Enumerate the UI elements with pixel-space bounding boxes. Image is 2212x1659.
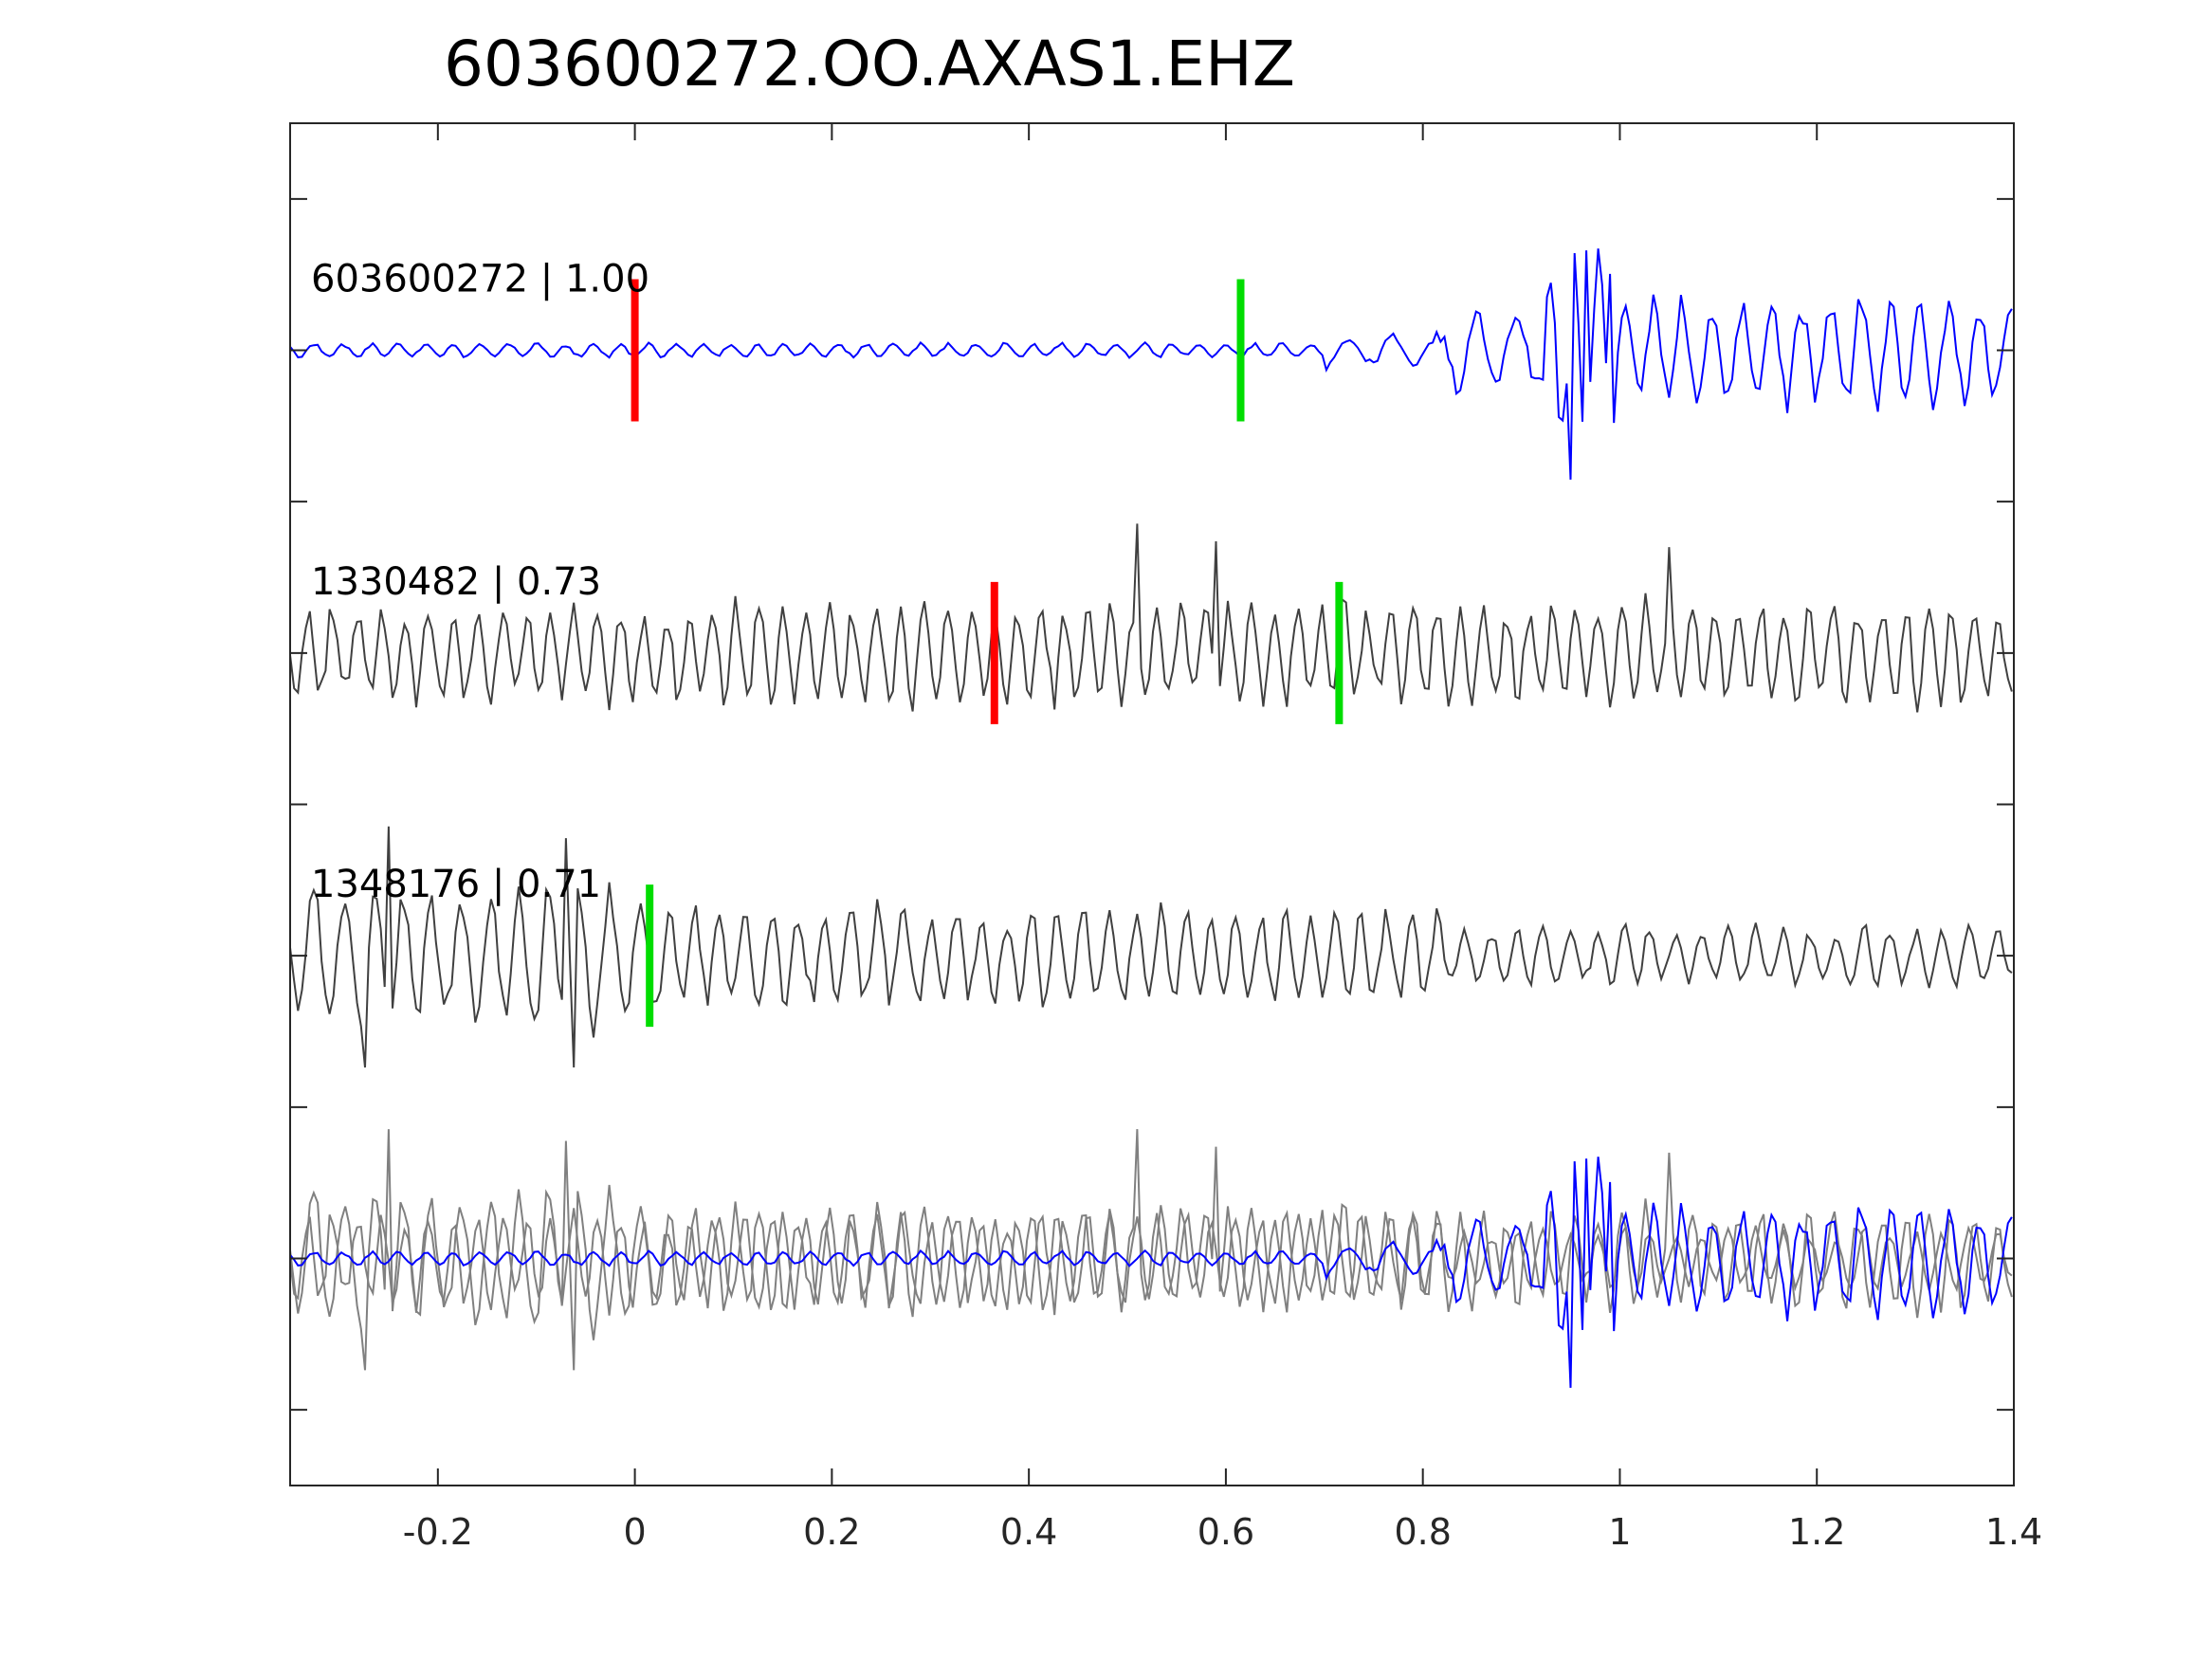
x-tick-label: 0.8 xyxy=(1394,1511,1451,1553)
overlay-waveform-2 xyxy=(289,1129,2013,1371)
waveform-line-1 xyxy=(289,523,2013,713)
x-tick-label: 0.2 xyxy=(803,1511,860,1553)
x-tick-label: 1.4 xyxy=(1985,1511,2042,1553)
trace-label-0: 603600272 | 1.00 xyxy=(311,258,649,301)
trace-label-1: 1330482 | 0.73 xyxy=(311,560,601,604)
trace-row-1: 1330482 | 0.73 xyxy=(289,523,2013,724)
x-tick-label: 1.2 xyxy=(1788,1511,1845,1553)
plot-area: 603600272 | 1.00 1330482 | 0.73 1348176 | … xyxy=(289,248,2013,1388)
axis-ticks: -0.2 0 0.2 0.4 0.6 0.8 1 1.2 1.4 xyxy=(290,123,2042,1553)
waveform-line-2 xyxy=(289,826,2013,1068)
x-tick-label: 1 xyxy=(1608,1511,1631,1553)
x-tick-label: 0 xyxy=(624,1511,647,1553)
overlay-row xyxy=(289,1129,2013,1388)
overlay-waveform-0 xyxy=(289,1157,2013,1388)
x-tick-label: -0.2 xyxy=(403,1511,473,1553)
x-tick-label: 0.4 xyxy=(1000,1511,1057,1553)
x-tick-label: 0.6 xyxy=(1197,1511,1254,1553)
waveform-line-0 xyxy=(289,248,2013,480)
trace-row-0: 603600272 | 1.00 xyxy=(289,248,2013,480)
chart-title: 603600272.OO.AXAS1.EHZ xyxy=(444,27,1295,100)
trace-label-2: 1348176 | 0.71 xyxy=(311,863,601,906)
trace-row-2: 1348176 | 0.71 xyxy=(289,826,2013,1068)
